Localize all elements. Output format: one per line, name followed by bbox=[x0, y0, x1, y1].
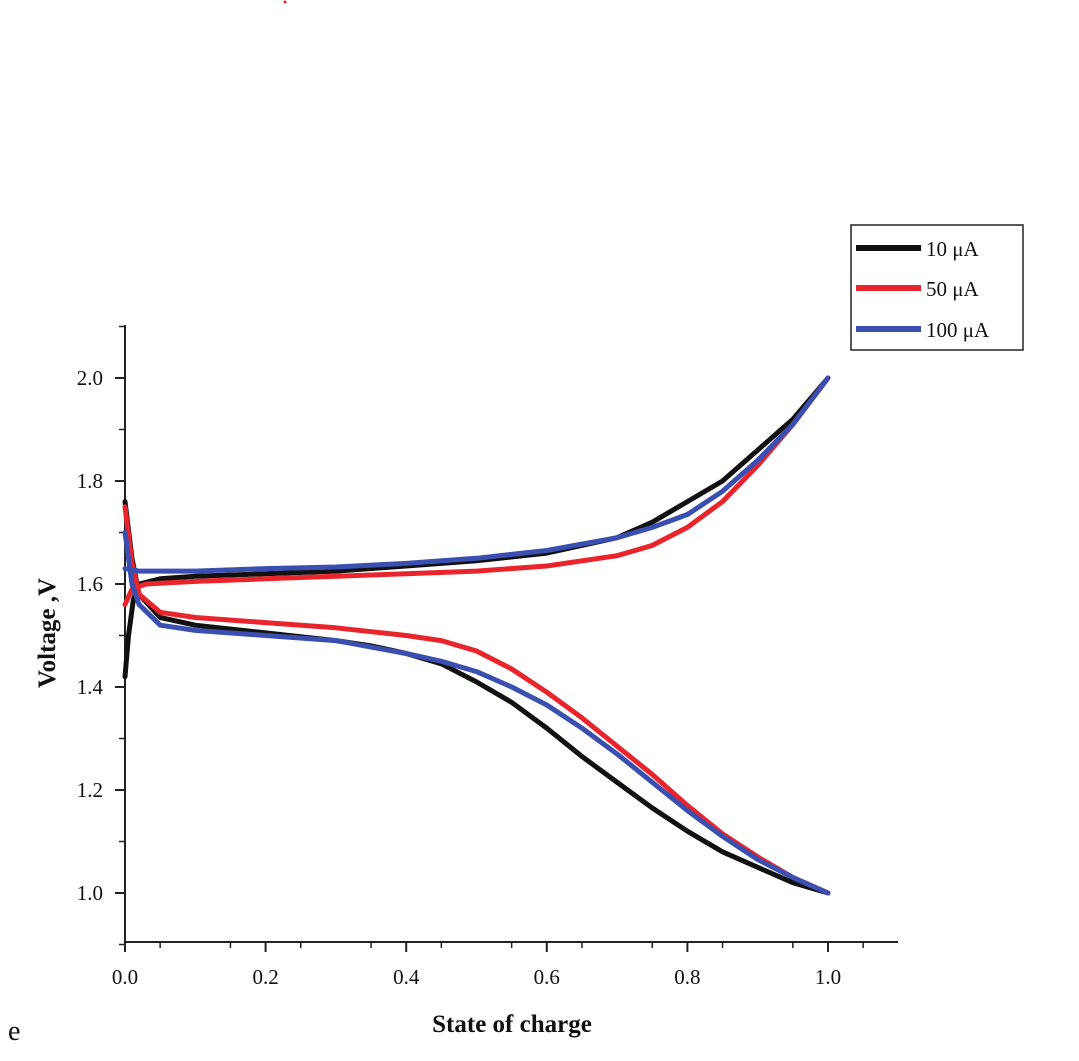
x-tick-label: 1.0 bbox=[815, 965, 841, 989]
y-tick-label: 1.2 bbox=[77, 778, 103, 802]
legend-label-50ua: 50 μA bbox=[926, 277, 980, 301]
x-tick-label: 0.8 bbox=[674, 965, 700, 989]
series-100ua-charge-line bbox=[122, 375, 831, 574]
stray-dot bbox=[283, 0, 287, 4]
y-axis-title: Voltage ,V bbox=[34, 578, 61, 688]
series-group bbox=[122, 375, 831, 896]
series-50ua-charge-line bbox=[122, 375, 831, 608]
legend-label-10ua: 10 μA bbox=[926, 237, 980, 261]
y-tick-label: 1.4 bbox=[77, 675, 104, 699]
y-tick-label: 1.0 bbox=[77, 881, 103, 905]
x-axis-title: State of charge bbox=[432, 1011, 592, 1038]
y-tick-label: 1.8 bbox=[77, 469, 103, 493]
ticks-group: 0.0 0.2 0.4 0.6 0.8 1.0 1.0 1.2 1.4 1.6 1.8 2.0 bbox=[77, 325, 864, 989]
legend: 10 μA 50 μA 100 μA bbox=[850, 224, 1024, 351]
x-tick-label: 0.6 bbox=[534, 965, 560, 989]
y-tick-label: 2.0 bbox=[77, 366, 103, 390]
legend-label-100ua: 100 μA bbox=[926, 318, 990, 342]
y-tick-label: 1.6 bbox=[77, 572, 103, 596]
series-10ua-discharge-line bbox=[122, 499, 831, 896]
x-tick-label: 0.2 bbox=[252, 965, 278, 989]
x-tick-label: 0.4 bbox=[393, 965, 420, 989]
x-tick-label: 0.0 bbox=[112, 965, 138, 989]
panel-label: e bbox=[8, 1016, 20, 1047]
series-100ua-discharge-line bbox=[122, 530, 831, 896]
